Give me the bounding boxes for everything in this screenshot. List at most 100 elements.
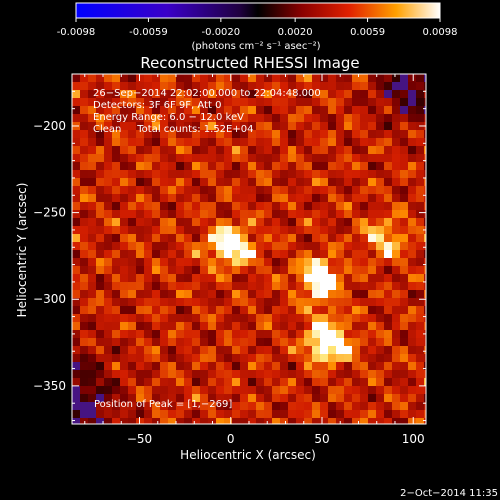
- image-pixel: [112, 90, 120, 98]
- image-pixel: [320, 122, 328, 130]
- image-pixel: [136, 250, 144, 258]
- image-pixel: [288, 138, 296, 146]
- image-pixel: [416, 258, 424, 266]
- image-pixel: [232, 362, 240, 370]
- x-tick-label: 100: [402, 432, 425, 446]
- image-pixel: [152, 114, 160, 122]
- image-pixel: [216, 362, 224, 370]
- image-pixel: [168, 378, 176, 386]
- image-pixel: [80, 298, 88, 306]
- image-pixel: [384, 106, 392, 114]
- image-pixel: [72, 394, 80, 402]
- image-pixel: [112, 410, 120, 418]
- image-pixel: [376, 386, 384, 394]
- image-pixel: [224, 74, 232, 82]
- image-pixel: [424, 194, 426, 202]
- image-pixel: [288, 370, 296, 378]
- image-pixel: [256, 282, 264, 290]
- image-pixel: [136, 106, 144, 114]
- image-pixel: [344, 322, 352, 330]
- image-pixel: [360, 234, 368, 242]
- image-pixel: [216, 170, 224, 178]
- image-pixel: [344, 122, 352, 130]
- image-pixel: [112, 354, 120, 362]
- image-pixel: [312, 106, 320, 114]
- image-pixel: [160, 186, 168, 194]
- info-line-energy: Energy Range: 6.0 − 12.0 keV: [93, 112, 244, 123]
- image-pixel: [136, 370, 144, 378]
- image-pixel: [360, 418, 368, 424]
- image-pixel: [120, 90, 128, 98]
- image-pixel: [320, 170, 328, 178]
- image-pixel: [336, 298, 344, 306]
- image-pixel: [144, 410, 152, 418]
- image-pixel: [192, 346, 200, 354]
- image-pixel: [160, 218, 168, 226]
- image-pixel: [280, 266, 288, 274]
- image-pixel: [168, 122, 176, 130]
- image-pixel: [272, 410, 280, 418]
- image-pixel: [336, 90, 344, 98]
- image-pixel: [288, 146, 296, 154]
- image-pixel: [304, 378, 312, 386]
- image-pixel: [208, 202, 216, 210]
- image-pixel: [336, 362, 344, 370]
- image-pixel: [272, 82, 280, 90]
- image-pixel: [216, 338, 224, 346]
- image-pixel: [368, 202, 376, 210]
- image-pixel: [128, 74, 136, 82]
- image-pixel: [208, 138, 216, 146]
- image-pixel: [384, 226, 392, 234]
- image-pixel: [256, 266, 264, 274]
- image-pixel: [112, 210, 120, 218]
- image-pixel: [160, 290, 168, 298]
- image-pixel: [416, 90, 424, 98]
- image-pixel: [224, 282, 232, 290]
- image-pixel: [288, 418, 296, 424]
- image-pixel: [144, 402, 152, 410]
- image-pixel: [216, 114, 224, 122]
- image-pixel: [376, 378, 384, 386]
- image-pixel: [272, 306, 280, 314]
- image-pixel: [416, 226, 424, 234]
- image-pixel: [72, 346, 80, 354]
- image-pixel: [176, 370, 184, 378]
- image-pixel: [304, 162, 312, 170]
- image-pixel: [360, 354, 368, 362]
- image-pixel: [112, 274, 120, 282]
- image-pixel: [352, 306, 360, 314]
- image-pixel: [304, 226, 312, 234]
- image-pixel: [408, 162, 416, 170]
- image-pixel: [176, 338, 184, 346]
- image-pixel: [144, 258, 152, 266]
- image-pixel: [344, 74, 352, 82]
- image-pixel: [320, 138, 328, 146]
- image-pixel: [296, 298, 304, 306]
- image-pixel: [168, 274, 176, 282]
- image-pixel: [416, 82, 424, 90]
- image-pixel: [184, 314, 192, 322]
- image-pixel: [88, 346, 96, 354]
- image-pixel: [152, 170, 160, 178]
- image-pixel: [368, 282, 376, 290]
- image-pixel: [264, 242, 272, 250]
- image-pixel: [216, 402, 224, 410]
- image-pixel: [120, 122, 128, 130]
- image-pixel: [336, 194, 344, 202]
- image-pixel: [184, 202, 192, 210]
- image-pixel: [128, 114, 136, 122]
- image-pixel: [248, 418, 256, 424]
- image-pixel: [280, 314, 288, 322]
- image-pixel: [424, 90, 426, 98]
- image-pixel: [96, 226, 104, 234]
- image-pixel: [232, 218, 240, 226]
- image-pixel: [224, 418, 232, 424]
- image-pixel: [264, 162, 272, 170]
- image-pixel: [256, 218, 264, 226]
- image-pixel: [160, 226, 168, 234]
- image-pixel: [344, 274, 352, 282]
- image-pixel: [344, 226, 352, 234]
- image-pixel: [232, 154, 240, 162]
- image-pixel: [80, 362, 88, 370]
- image-pixel: [176, 394, 184, 402]
